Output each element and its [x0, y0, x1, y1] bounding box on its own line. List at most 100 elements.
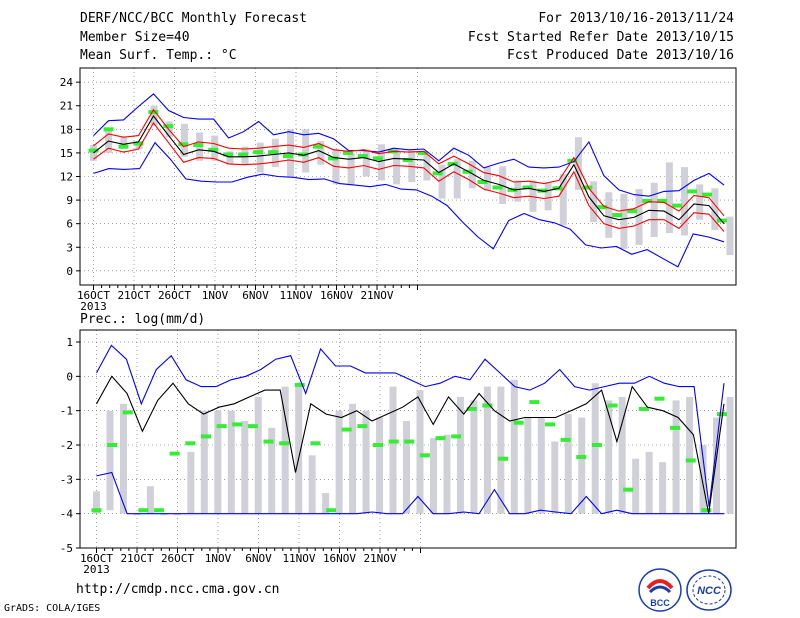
spread-box	[483, 386, 491, 514]
median-marker	[513, 420, 524, 425]
spread-box	[591, 383, 599, 514]
bcc-logo: BCC	[638, 568, 682, 612]
median-marker	[482, 403, 493, 408]
source-url[interactable]: http://cmdp.ncc.cma.gov.cn	[76, 582, 280, 597]
median-marker	[638, 406, 649, 411]
median-marker	[435, 436, 446, 441]
spread-box	[484, 167, 492, 191]
precip-panel-title: Prec.: log(mm/d)	[80, 312, 205, 327]
x-tick-label: 16OCT	[77, 289, 110, 302]
spread-box	[453, 159, 461, 199]
spread-box	[335, 410, 343, 514]
series-line-mean	[96, 375, 725, 514]
median-marker	[178, 142, 189, 147]
median-marker	[419, 453, 430, 458]
median-marker	[193, 143, 204, 148]
spread-box	[544, 182, 552, 211]
series-line-min	[96, 471, 724, 515]
spread-box	[150, 105, 158, 126]
spread-box	[302, 129, 310, 173]
plot-frame	[79, 67, 737, 286]
median-marker	[118, 144, 129, 149]
spread-box	[618, 396, 626, 514]
median-marker	[169, 451, 180, 456]
x-tick-label: 16OCT	[80, 552, 113, 565]
x-tick-label: 11NOV	[282, 552, 315, 565]
spread-box	[711, 188, 719, 230]
median-marker	[268, 150, 279, 155]
spread-box	[497, 386, 505, 514]
spread-box	[620, 193, 628, 249]
median-marker	[642, 198, 653, 203]
spread-box	[468, 160, 476, 189]
spread-box	[362, 410, 370, 514]
temperature-panel: 0 3 6 9 12 15 18 21 24 16OCT 21OCT 26OCT 1NOV 6NOV 11N…	[60, 67, 737, 313]
spread-box	[686, 396, 694, 514]
spread-box	[699, 445, 707, 514]
spread-box	[537, 417, 545, 514]
median-marker	[154, 508, 165, 513]
median-marker	[223, 152, 234, 157]
median-marker	[357, 424, 368, 429]
spread-box	[726, 396, 734, 514]
median-marker	[238, 152, 249, 157]
spread-box	[672, 400, 680, 514]
plot-content	[91, 344, 734, 516]
median-marker	[88, 148, 99, 153]
median-marker	[447, 161, 458, 166]
y-tick-label: 12	[60, 171, 73, 184]
median-marker	[591, 443, 602, 448]
median-marker	[670, 425, 681, 430]
spread-box	[529, 180, 537, 212]
spread-box	[456, 396, 464, 514]
spread-box	[347, 152, 355, 185]
median-marker	[122, 410, 133, 415]
median-marker	[138, 508, 149, 513]
spread-box	[681, 167, 689, 236]
spread-box	[214, 410, 222, 514]
spread-box	[632, 458, 640, 514]
spread-box	[376, 417, 384, 514]
spread-box	[187, 451, 195, 514]
ncc-logo: NCC	[686, 569, 732, 611]
series-line-max	[93, 141, 725, 268]
median-marker	[702, 192, 713, 197]
y-tick-label: -1	[60, 405, 73, 418]
median-marker	[627, 209, 638, 214]
median-marker	[417, 150, 428, 155]
x-tick-label: 21OCT	[120, 552, 153, 565]
y-tick-label: 0	[66, 370, 73, 383]
y-tick-label: 15	[60, 147, 73, 160]
median-marker	[432, 171, 443, 176]
median-marker	[597, 205, 608, 210]
median-marker	[582, 185, 593, 190]
spread-box	[470, 400, 478, 514]
spread-box	[93, 491, 100, 514]
spread-box	[90, 145, 97, 161]
grads-credit: GrADS: COLA/IGES	[4, 603, 101, 614]
spread-box	[443, 434, 451, 514]
spread-box	[119, 403, 127, 514]
x-year-label: 2013	[80, 300, 107, 313]
spread-box	[133, 513, 141, 516]
spread-box	[605, 192, 613, 238]
spread-box	[726, 216, 734, 256]
spread-box	[590, 181, 598, 223]
fcst-started-date: Fcst Started Refer Date 2013/10/15	[467, 30, 734, 45]
y-tick-label: 0	[66, 265, 73, 278]
median-marker	[672, 203, 683, 208]
series-line-mean	[93, 115, 725, 225]
spread-box	[713, 417, 721, 514]
precipitation-panel: -5 -4 -3 -2 -1 0 1 16OCT 21OCT 26OCT 1NOV 6NOV 11NOV…	[60, 329, 737, 576]
series-line-min	[93, 93, 725, 197]
median-marker	[466, 406, 477, 411]
median-marker	[701, 508, 712, 513]
spread-box	[106, 410, 114, 511]
median-marker	[492, 185, 503, 190]
spread-box	[349, 403, 357, 514]
spread-box	[146, 486, 154, 514]
spread-box	[200, 410, 208, 514]
median-marker	[685, 458, 696, 463]
spread-box	[241, 420, 249, 514]
